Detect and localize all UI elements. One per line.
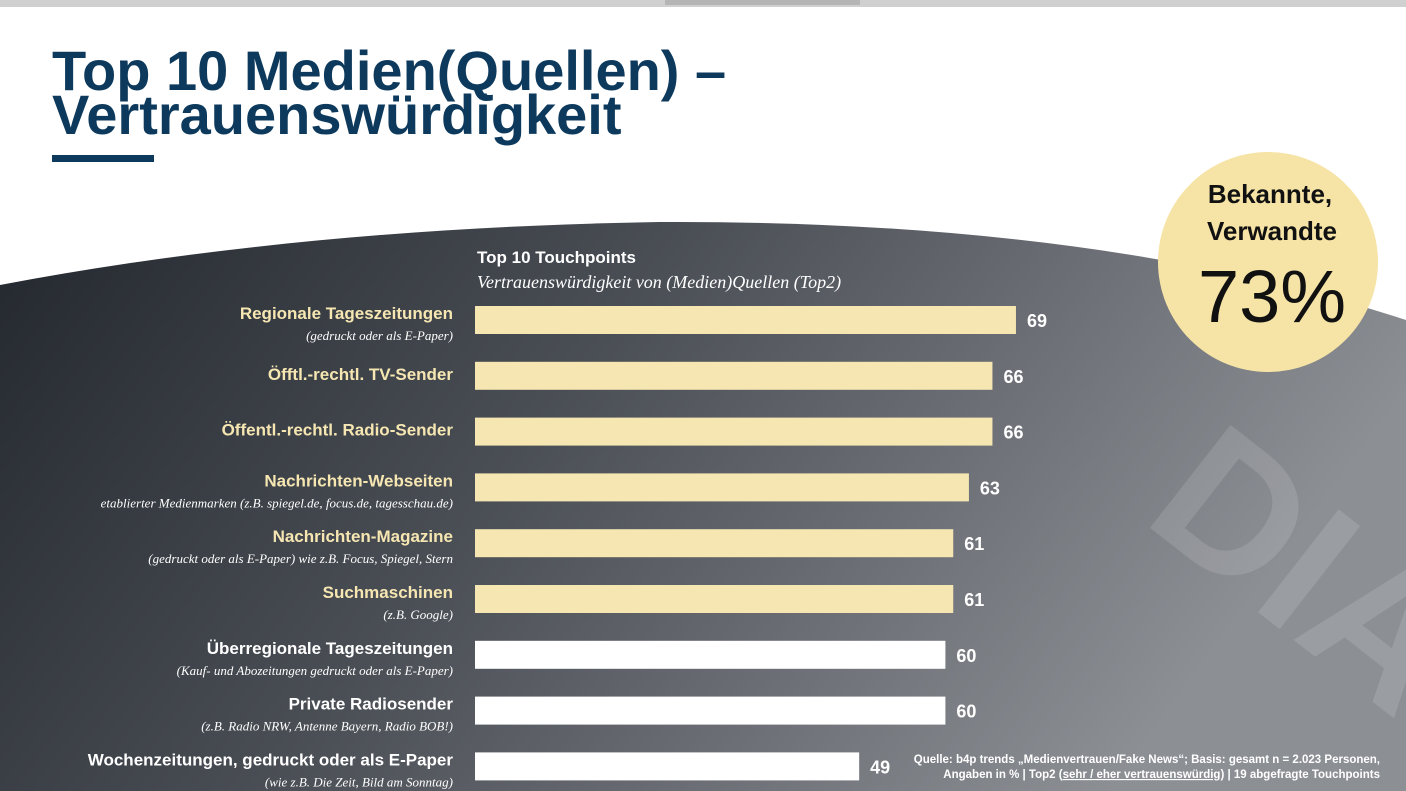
title-underline [52,155,154,162]
source-note: Angaben in % | Top2 (sehr / eher vertrau… [943,769,1380,781]
category-sublabel: (z.B. Radio NRW, Antenne Bayern, Radio B… [201,719,453,734]
bar [475,529,954,558]
bar [475,417,993,446]
category-label: Private Radiosender [289,695,454,714]
category-label: Suchmaschinen [323,583,453,602]
category-label: Nachrichten-Magazine [273,527,453,546]
background-image [0,221,1406,791]
bar [475,306,1016,334]
category-sublabel: (gedruckt oder als E-Paper) wie z.B. Foc… [148,551,453,566]
category-label: Überregionale Tageszeitungen [207,639,453,658]
callout-circle [1158,152,1378,372]
value-label: 66 [1003,423,1023,443]
category-sublabel: (z.B. Google) [383,607,453,622]
callout-label: Bekannte, [1208,179,1332,209]
value-label: 49 [870,757,890,777]
bar [475,640,946,669]
bar [475,473,969,502]
category-sublabel: (wie z.B. Die Zeit, Bild am Sonntag) [265,774,453,789]
source-text: ) | 19 abgefragte Touchpoints [1220,769,1380,781]
bar [475,696,946,725]
category-label: Wochenzeitungen, gedruckt oder als E-Pap… [88,750,454,769]
value-label: 60 [956,702,976,722]
value-label: 61 [964,534,984,554]
value-label: 69 [1027,311,1047,331]
bar [475,585,954,613]
value-label: 60 [956,646,976,666]
callout-value: 73% [1198,255,1346,338]
value-label: 61 [964,590,984,610]
chart-subtitle: Vertrauenswürdigkeit von (Medien)Quellen… [477,272,841,293]
value-label: 63 [980,478,1000,498]
category-label: Nachrichten-Webseiten [264,471,453,490]
source-text: Angaben in % | Top2 ( [943,769,1062,781]
category-label: Öfftl.-rechtl. TV-Sender [268,365,454,384]
callout-label: Verwandte [1207,216,1337,246]
slide-title: Top 10 Medien(Quellen) – [52,39,726,102]
bar [475,361,993,390]
category-sublabel: etablierter Medienmarken (z.B. spiegel.d… [101,495,453,510]
category-label: Öffentl.-rechtl. Radio-Sender [222,421,454,440]
top-tab [665,0,860,5]
bar [475,752,860,781]
slide-title: Vertrauenswürdigkeit [52,83,622,146]
category-sublabel: (Kauf- und Abozeitungen gedruckt oder al… [177,663,453,678]
source-note: Quelle: b4p trends „Medienvertrauen/Fake… [914,754,1380,766]
chart-title: Top 10 Touchpoints [477,248,636,267]
category-label: Regionale Tageszeitungen [240,304,453,323]
source-text: sehr / eher vertrauenswürdig [1063,769,1221,781]
value-label: 66 [1003,367,1023,387]
category-sublabel: (gedruckt oder als E-Paper) [306,328,453,343]
